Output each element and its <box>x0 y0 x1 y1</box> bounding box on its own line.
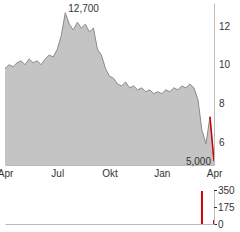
tick-label: Apr <box>0 168 14 179</box>
volume-bar <box>169 224 171 225</box>
tick: 6 <box>214 137 225 148</box>
volume-bar <box>5 224 6 225</box>
volume-bar <box>64 224 66 225</box>
volume-bar <box>40 224 42 225</box>
tick: Apr <box>0 165 14 179</box>
volume-bar <box>141 224 143 225</box>
tick-label: Jul <box>51 168 64 179</box>
y-axis: 0 175 350 <box>214 185 235 230</box>
tick-mark <box>214 190 217 191</box>
volume-bar <box>28 224 30 225</box>
x-axis <box>6 224 215 225</box>
volume-bar <box>161 224 163 225</box>
axis-line <box>215 191 218 225</box>
tick-label: 350 <box>218 185 235 196</box>
volume-bar <box>121 224 123 225</box>
volume-bar <box>24 224 26 225</box>
volume-bar <box>60 224 62 225</box>
volume-bar <box>153 224 155 225</box>
volume-bar <box>189 224 191 225</box>
volume-bar <box>36 224 38 225</box>
volume-bar <box>117 224 119 225</box>
annotation: 5,000 <box>186 156 211 167</box>
volume-bar <box>165 224 167 225</box>
tick-label: 6 <box>219 137 225 148</box>
volume-bar <box>16 224 18 225</box>
volume-bar <box>129 224 131 225</box>
plot-area <box>201 191 214 224</box>
volume-bar <box>20 224 22 225</box>
volume-bar <box>32 224 34 225</box>
volume-bar <box>80 224 82 225</box>
tick: 175 <box>214 202 235 213</box>
volume-bar <box>12 224 14 225</box>
volume-bar <box>205 224 207 225</box>
tick-label: Apr <box>207 168 223 179</box>
tick-label: 0 <box>218 219 224 230</box>
annotation: 12,700 <box>68 3 99 14</box>
volume-bar <box>149 224 151 225</box>
plot-area <box>5 13 214 165</box>
volume-bar <box>197 224 199 225</box>
tick: 8 <box>214 98 225 109</box>
tick-label: 8 <box>219 98 225 109</box>
tick-label: 10 <box>219 59 231 70</box>
volume-bar <box>113 224 115 225</box>
volume-bar <box>88 224 90 225</box>
volume-bar <box>177 224 179 225</box>
volume-bar <box>109 224 111 225</box>
volume-bar <box>68 224 70 225</box>
volume-bar <box>100 224 102 225</box>
volume-bar <box>137 224 139 225</box>
volume-bar <box>173 224 175 225</box>
tick: 0 <box>214 219 224 230</box>
tick: Okt <box>102 165 118 179</box>
y-axis: 6 8 10 12 <box>214 4 231 166</box>
tick-label: Okt <box>102 168 118 179</box>
volume-bar <box>133 224 135 225</box>
volume-bar <box>201 191 203 224</box>
tick: 12 <box>214 21 231 32</box>
axis-line <box>6 165 215 166</box>
volume-bar <box>125 224 127 225</box>
volume-bar <box>213 220 214 224</box>
volume-bar <box>209 224 211 225</box>
axis-line <box>214 4 215 166</box>
volume-bar <box>84 224 86 225</box>
volume-bar <box>92 224 94 225</box>
volume-bar <box>48 224 50 225</box>
price-line <box>5 13 214 162</box>
volume-bar <box>104 224 106 225</box>
tick: 10 <box>214 59 231 70</box>
volume-bar <box>185 224 187 225</box>
tick-label: Jan <box>154 168 170 179</box>
volume-bar <box>76 224 78 225</box>
volume-bar <box>52 224 54 225</box>
chart-container: 6 8 10 12 Apr Jul Okt Jan Apr 12,700 5,000 0 175 350 <box>0 0 240 232</box>
price-area <box>5 13 214 165</box>
volume-bar <box>145 224 147 225</box>
tick: Jul <box>51 165 64 179</box>
tick: 350 <box>214 185 235 196</box>
price-last-move <box>210 117 214 161</box>
volume-bar <box>157 224 159 225</box>
tick-mark <box>214 207 217 208</box>
volume-bar <box>72 224 74 225</box>
volume-bar <box>193 224 195 225</box>
tick-label: 12 <box>219 21 231 32</box>
tick-label: 175 <box>218 202 235 213</box>
axis-line <box>6 224 215 225</box>
volume-bar <box>96 224 98 225</box>
volume-bar <box>56 224 58 225</box>
chart-svg: 6 8 10 12 Apr Jul Okt Jan Apr 12,700 5,000 0 175 350 <box>0 0 240 232</box>
volume-bar <box>181 224 183 225</box>
volume-bar <box>44 224 46 225</box>
tick: Jan <box>154 165 170 179</box>
volume-bar <box>8 224 10 225</box>
